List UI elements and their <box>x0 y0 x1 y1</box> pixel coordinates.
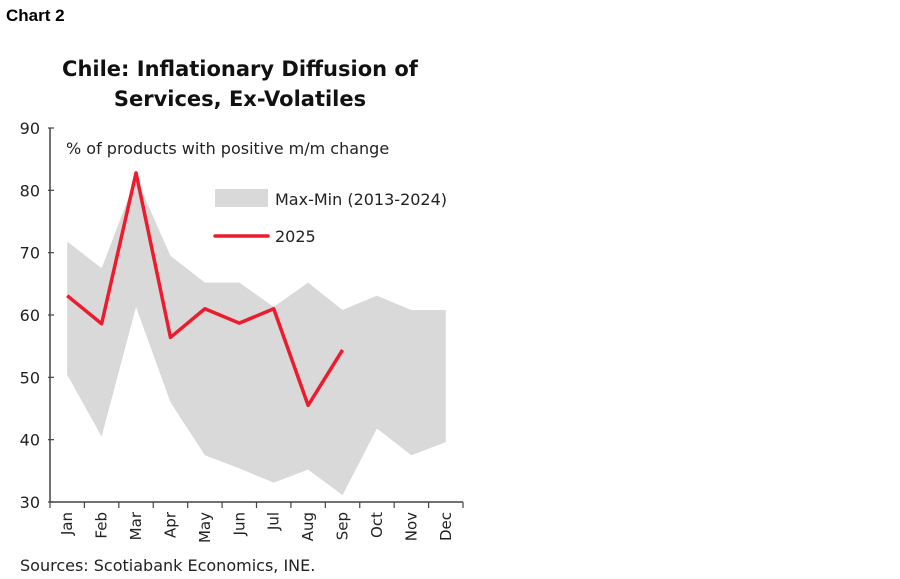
y-axis-label: % of products with positive m/m change <box>66 139 389 158</box>
max-min-band <box>67 177 446 496</box>
x-tick-label: May <box>196 512 214 543</box>
x-tick-label: Jan <box>58 512 76 536</box>
source-note: Sources: Scotiabank Economics, INE. <box>20 556 316 575</box>
x-tick-label: Feb <box>93 512 111 539</box>
legend-label-band: Max-Min (2013-2024) <box>275 190 447 209</box>
y-tick-label: 40 <box>20 431 40 450</box>
y-tick-label: 80 <box>20 181 40 200</box>
x-tick-label: Apr <box>161 511 179 538</box>
x-tick-label: Oct <box>368 512 386 538</box>
y-tick-label: 30 <box>20 493 40 512</box>
x-tick-label: Jun <box>230 512 248 536</box>
chart-label: Chart 2 <box>6 6 65 25</box>
x-tick-label: Mar <box>127 511 145 540</box>
x-tick-label: Jul <box>265 512 283 531</box>
x-tick-label: Nov <box>402 512 420 541</box>
y-tick-label: 90 <box>20 119 40 138</box>
x-tick-label: Sep <box>334 512 352 540</box>
x-tick-label: Aug <box>299 512 317 541</box>
y-tick-label: 70 <box>20 244 40 263</box>
x-tick-label: Dec <box>437 512 455 541</box>
legend-label-2025: 2025 <box>275 227 316 246</box>
y-tick-label: 60 <box>20 306 40 325</box>
chart-title: Chile: Inflationary Diffusion of Service… <box>62 57 418 111</box>
y-tick-label: 50 <box>20 368 40 387</box>
legend-swatch-band <box>215 189 268 207</box>
